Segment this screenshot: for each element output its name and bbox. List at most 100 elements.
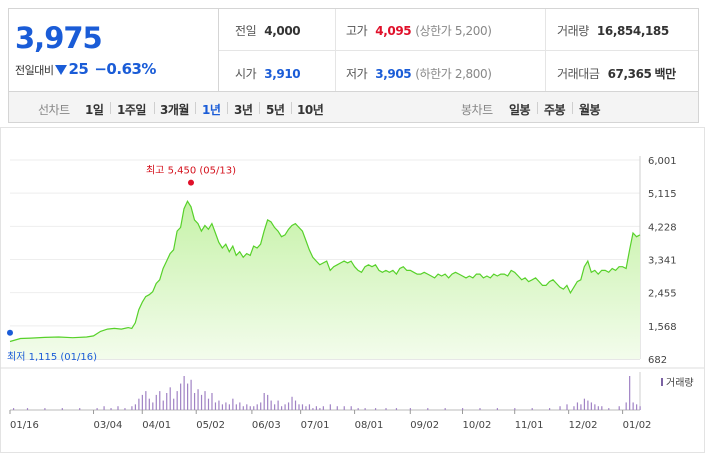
separator <box>154 102 155 114</box>
separator <box>195 102 196 114</box>
volume-bar <box>549 408 551 410</box>
period-1d[interactable]: 1일 <box>85 103 104 117</box>
volume-bar <box>134 404 137 410</box>
volume-label: 거래량 <box>557 24 589 38</box>
open-price: 시가 3,910 <box>235 65 301 82</box>
volume-bar <box>152 402 154 410</box>
volume-bar <box>173 398 175 410</box>
volume-bar <box>305 406 307 410</box>
low-label: 저가 <box>346 67 368 81</box>
volume-bar <box>260 402 262 410</box>
x-axis: 01/16 03/04 04/01 05/02 06/03 07/01 08/01 09/02… <box>9 410 651 431</box>
period-1y[interactable]: 1년 <box>202 103 221 117</box>
volume-bar <box>110 408 112 410</box>
volume-bar <box>218 400 220 410</box>
change-value: 25 <box>68 60 89 78</box>
column-divider <box>335 9 336 93</box>
amount-unit: 백만 <box>654 67 676 81</box>
volume-bar <box>26 408 29 410</box>
volume-bar <box>253 406 255 410</box>
volume-value: 16,854,185 <box>596 24 669 38</box>
volume-bar <box>204 391 206 410</box>
candle-daily[interactable]: 일봉 <box>509 103 531 117</box>
volume-bar <box>597 406 599 410</box>
y-tick-label: 3,341 <box>648 256 677 267</box>
period-1w[interactable]: 1주일 <box>117 103 146 117</box>
current-price: 3,975 <box>15 21 103 55</box>
volume-bar <box>594 404 596 410</box>
low-value: 3,905 <box>375 67 412 81</box>
separator <box>537 102 538 114</box>
period-5y[interactable]: 5년 <box>266 103 285 117</box>
volume-legend-swatch <box>661 378 663 386</box>
volume-bar <box>291 396 293 410</box>
volume-bar <box>364 408 366 410</box>
volume-chart: 거래량 <box>0 367 704 411</box>
x-tick-label: 09/02 <box>410 420 439 431</box>
period-3y[interactable]: 3년 <box>234 103 253 117</box>
volume-bar <box>385 408 387 410</box>
volume-bar <box>249 406 251 410</box>
volume-bar <box>319 408 321 410</box>
volume-bar <box>576 402 579 410</box>
volume-bar <box>228 404 230 410</box>
x-tick-label: 01/16 <box>10 420 39 431</box>
volume-bar <box>211 393 213 410</box>
volume-bar <box>496 408 498 410</box>
volume-bar <box>573 406 575 410</box>
volume-legend-label: 거래량 <box>666 377 694 389</box>
open-label: 시가 <box>235 67 257 81</box>
prev-close: 전일 4,000 <box>235 22 301 39</box>
volume-bar <box>639 406 641 410</box>
y-tick-label: 2,455 <box>648 289 677 300</box>
volume-bar <box>427 408 429 410</box>
volume-bar <box>343 406 345 410</box>
volume-bar <box>298 404 300 410</box>
volume-bar <box>235 404 237 410</box>
y-tick-label: 1,568 <box>648 322 677 333</box>
annotations: 최고 5,450 (05/13) 최저 1,115 (01/16) <box>7 165 236 363</box>
x-tick-label: 03/04 <box>94 420 123 431</box>
prev-close-label: 전일 <box>235 24 257 38</box>
volume-bar <box>155 394 157 410</box>
volume-bar <box>294 400 297 410</box>
volume-bar <box>61 408 63 410</box>
volume-bar <box>187 383 189 410</box>
volume-bar <box>256 404 258 410</box>
volume-bar <box>479 408 481 410</box>
volume-bar <box>239 402 241 410</box>
x-tick-label: 06/03 <box>252 420 281 431</box>
volume-bar <box>131 406 133 410</box>
high-label: 고가 <box>346 24 368 38</box>
volume-bar <box>587 400 589 410</box>
volume: 거래량 16,854,185 <box>557 22 669 39</box>
price-change: 전일대비 25 −0.63% <box>15 60 156 78</box>
high-value: 4,095 <box>375 24 412 38</box>
volume-bar <box>246 404 248 410</box>
volume-bar <box>148 398 150 410</box>
volume-bar <box>197 389 199 410</box>
period-10y[interactable]: 10년 <box>297 103 324 117</box>
prev-close-value: 4,000 <box>264 24 301 38</box>
volume-bar <box>274 404 276 410</box>
volume-bar <box>270 400 272 410</box>
price-area <box>10 201 640 359</box>
y-tick-label: 6,001 <box>648 156 677 167</box>
volume-bar <box>322 406 324 410</box>
volume-bar <box>629 376 631 410</box>
x-tick-label: 07/01 <box>301 420 330 431</box>
volume-bar <box>44 408 46 410</box>
volume-bar <box>190 379 192 410</box>
volume-bar <box>301 404 304 410</box>
volume-bar <box>312 408 314 410</box>
volume-bar <box>263 393 265 410</box>
volume-bar <box>221 404 224 410</box>
volume-bar <box>636 404 638 410</box>
x-tick-label: 12/02 <box>569 420 598 431</box>
candle-weekly[interactable]: 주봉 <box>544 103 566 117</box>
candle-monthly[interactable]: 월봉 <box>579 103 601 117</box>
volume-bar <box>461 408 464 410</box>
volume-bar <box>267 394 269 410</box>
period-3m[interactable]: 3개월 <box>160 103 189 117</box>
